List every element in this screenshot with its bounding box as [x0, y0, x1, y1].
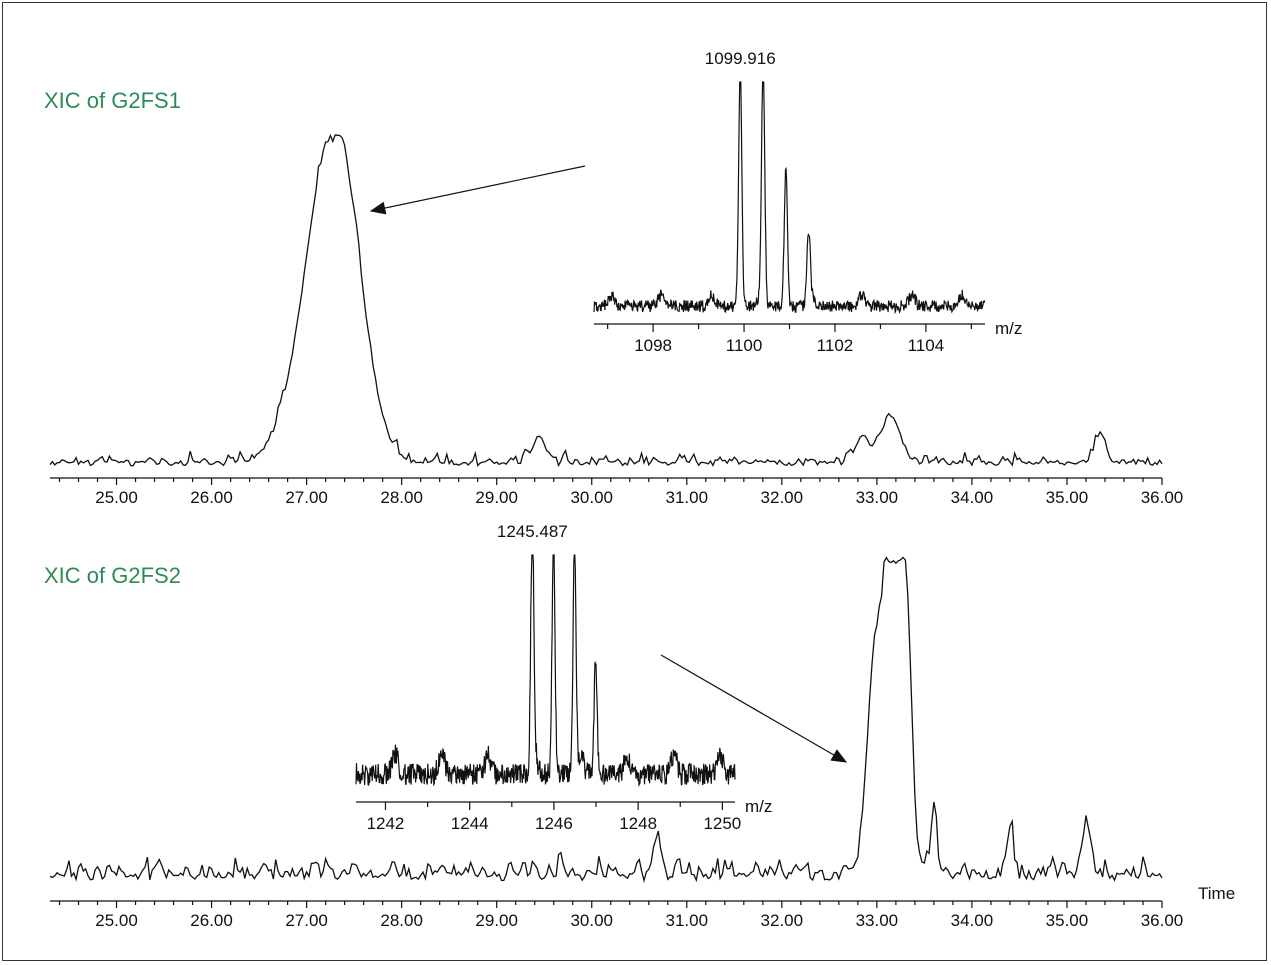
spectrum-trace [355, 554, 736, 788]
x-tick-label: 35.00 [1046, 911, 1089, 930]
inset-x-tick-label: 1102 [817, 336, 854, 355]
chromatogram-trace [49, 133, 1163, 468]
x-tick-label: 34.00 [951, 911, 994, 930]
x-tick-label: 26.00 [190, 911, 233, 930]
arrow-to-peak [369, 165, 586, 215]
x-axis-ticks: 25.00 26.00 27.00 28.00 29.00 30.00 31.00 32.00… [58, 901, 1184, 930]
xic-panel-g2fs2: XIC of G2FS2 25.00 26.00 27.00 28.00 29.00 30… [44, 522, 1235, 930]
x-tick-label: 29.00 [475, 911, 518, 930]
x-axis-label: Time [1198, 884, 1235, 903]
x-tick-label: 30.00 [570, 488, 613, 507]
inset-x-axis-label: m/z [995, 319, 1022, 338]
inset-x-axis-ticks: 1098 1100 1102 1104 [607, 324, 972, 355]
x-tick-label: 26.00 [190, 488, 233, 507]
inset-x-tick-label: 1250 [703, 814, 741, 833]
inset-x-axis-ticks: 1242 1244 1246 1248 1250 [367, 802, 741, 833]
inset-x-tick-label: 1100 [726, 336, 763, 355]
inset-x-tick-label: 1098 [634, 336, 672, 355]
trace-title: XIC of G2FS2 [44, 563, 181, 588]
x-tick-label: 29.00 [475, 488, 518, 507]
x-tick-label: 34.00 [951, 488, 994, 507]
x-tick-label: 30.00 [570, 911, 613, 930]
x-tick-label: 36.00 [1141, 488, 1184, 507]
x-tick-label: 27.00 [285, 488, 328, 507]
x-tick-label: 33.00 [856, 911, 899, 930]
x-tick-label: 28.00 [380, 488, 423, 507]
inset-x-tick-label: 1244 [451, 814, 489, 833]
inset-x-tick-label: 1246 [535, 814, 573, 833]
x-tick-label: 32.00 [761, 911, 804, 930]
mass-spectrum-inset: 1242 1244 1246 1248 1250 m/z 1245.487 [355, 522, 772, 833]
xic-panel-g2fs1: XIC of G2FS1 25.00 26.00 27.00 28.00 29.00 30… [44, 49, 1183, 507]
x-tick-label: 31.00 [666, 488, 709, 507]
peak-mz-label: 1099.916 [705, 49, 776, 68]
inset-x-axis-label: m/z [745, 797, 772, 816]
x-axis-ticks: 25.00 26.00 27.00 28.00 29.00 30.00 31.00 32.00… [58, 478, 1184, 507]
x-tick-label: 35.00 [1046, 488, 1089, 507]
peak-mz-label: 1245.487 [497, 522, 568, 541]
x-tick-label: 33.00 [856, 488, 899, 507]
arrow-to-peak [660, 654, 848, 763]
inset-x-tick-label: 1104 [908, 336, 945, 355]
x-tick-label: 25.00 [95, 488, 138, 507]
spectrum-trace [593, 81, 986, 315]
mass-spectrum-inset: 1098 1100 1102 1104 m/z 1099.916 [593, 49, 1022, 355]
inset-x-tick-label: 1242 [367, 814, 405, 833]
x-tick-label: 27.00 [285, 911, 328, 930]
x-tick-label: 28.00 [380, 911, 423, 930]
trace-title: XIC of G2FS1 [44, 88, 181, 113]
chromatogram-trace [49, 556, 1163, 884]
x-tick-label: 25.00 [95, 911, 138, 930]
x-tick-label: 32.00 [761, 488, 804, 507]
x-tick-label: 31.00 [666, 911, 709, 930]
inset-x-tick-label: 1248 [619, 814, 657, 833]
x-tick-label: 36.00 [1141, 911, 1184, 930]
